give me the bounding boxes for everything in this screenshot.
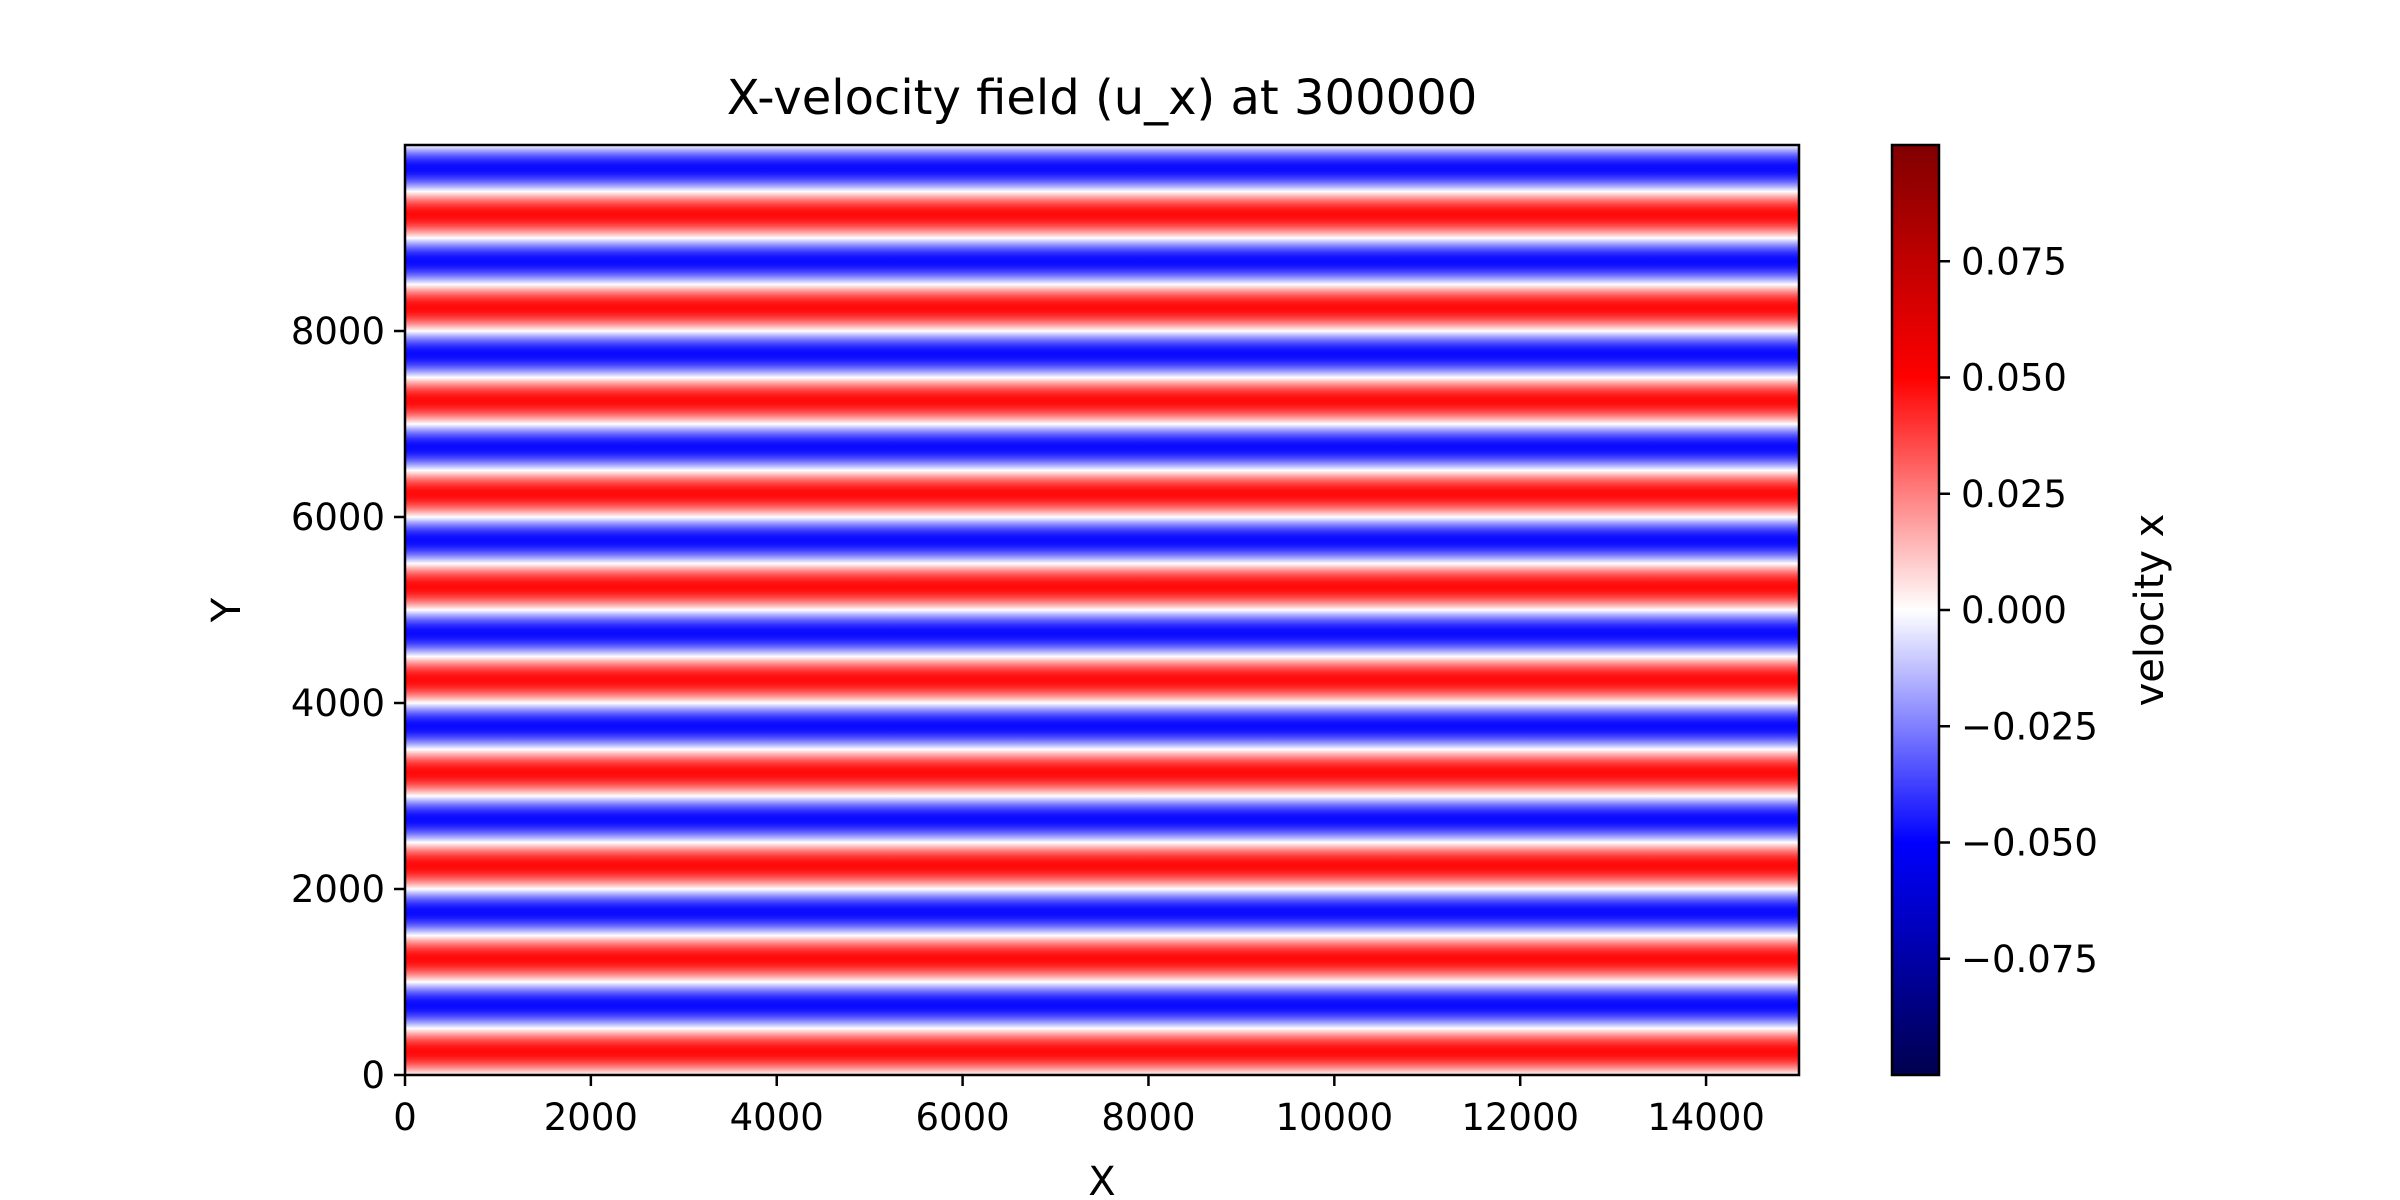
y-tick-label: 0 (361, 1054, 385, 1097)
x-tick-label: 14000 (1647, 1096, 1765, 1139)
y-axis-label: Y (204, 597, 250, 623)
colorbar-tick-label: −0.075 (1961, 938, 2098, 981)
colorbar-tick-label: −0.050 (1961, 822, 2098, 865)
x-tick-label: 6000 (916, 1096, 1010, 1139)
colorbar-tick-label: −0.025 (1961, 705, 2098, 748)
x-tick-label: 4000 (730, 1096, 824, 1139)
x-axis-ticks: 0 2000 4000 6000 8000 10000 12000 14000 (393, 1075, 1765, 1139)
x-axis-label: X (1088, 1159, 1115, 1200)
colorbar-tick-label: 0.050 (1961, 357, 2067, 400)
x-tick-label: 8000 (1101, 1096, 1195, 1139)
y-tick-label: 8000 (291, 310, 385, 353)
colorbar-label: velocity x (2127, 514, 2173, 707)
y-tick-label: 6000 (291, 496, 385, 539)
y-axis-ticks: 0 2000 4000 6000 8000 (291, 310, 405, 1097)
y-tick-label: 4000 (291, 682, 385, 725)
chart-title: X-velocity field (u_x) at 300000 (727, 70, 1477, 126)
x-tick-label: 2000 (544, 1096, 638, 1139)
plot-frame (403, 143, 1801, 1077)
heatmap-field (405, 145, 1799, 1075)
colorbar-ticks: 0.075 0.050 0.025 0.000 −0.025 −0.050 −0.075 (1939, 240, 2098, 981)
colorbar-tick-label: 0.000 (1961, 589, 2067, 632)
colorbar (1890, 143, 1941, 1077)
x-tick-label: 0 (393, 1096, 417, 1139)
colorbar-tick-label: 0.025 (1961, 473, 2067, 516)
x-tick-label: 10000 (1275, 1096, 1393, 1139)
colorbar-tick-label: 0.075 (1961, 240, 2067, 283)
y-tick-label: 2000 (291, 868, 385, 911)
x-tick-label: 12000 (1461, 1096, 1579, 1139)
